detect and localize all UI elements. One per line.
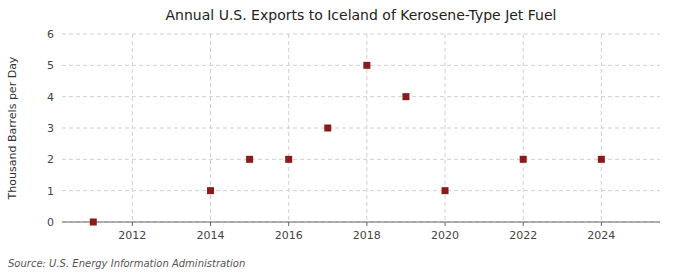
- x-tick-label: 2018: [353, 229, 381, 242]
- x-axis-line: [62, 222, 660, 223]
- point: [246, 156, 253, 163]
- grid-line-y: [62, 222, 660, 223]
- x-tick: [366, 222, 367, 226]
- point: [402, 93, 409, 100]
- x-tick-label: 2020: [431, 229, 459, 242]
- point: [363, 62, 370, 69]
- source: Source: U.S. Energy Information Administ…: [8, 258, 245, 269]
- grid-line-x: [288, 34, 289, 222]
- point: [442, 187, 449, 194]
- y-tick-label: 0: [47, 216, 54, 229]
- grid-line-x: [523, 34, 524, 222]
- x-tick: [601, 222, 602, 226]
- y-tick-label: 6: [47, 28, 54, 41]
- grid-line-y: [62, 96, 660, 97]
- chart: Annual U.S. Exports to Iceland of Kerose…: [0, 0, 675, 275]
- x-tick: [132, 222, 133, 226]
- x-tick: [523, 222, 524, 226]
- grid-line-y: [62, 159, 660, 160]
- y-tick-label: 5: [47, 59, 54, 72]
- y-axis-label: Thousand Barrels per Day: [6, 56, 19, 200]
- point: [207, 187, 214, 194]
- grid-line-y: [62, 190, 660, 191]
- x-tick-label: 2022: [509, 229, 537, 242]
- points: [90, 62, 605, 226]
- x-tick: [445, 222, 446, 226]
- x-tick: [210, 222, 211, 226]
- y-tick-label: 4: [47, 91, 54, 104]
- point: [598, 156, 605, 163]
- grid-line-y: [62, 128, 660, 129]
- x-tick: [288, 222, 289, 226]
- grid-line-x: [132, 34, 133, 222]
- x-tick-label: 2014: [197, 229, 225, 242]
- y-tick-label: 1: [47, 185, 54, 198]
- point: [520, 156, 527, 163]
- point: [324, 125, 331, 132]
- grid-line-y: [62, 34, 660, 35]
- point: [285, 156, 292, 163]
- title: Annual U.S. Exports to Iceland of Kerose…: [166, 7, 557, 23]
- grid-line-x: [601, 34, 602, 222]
- y-tick-label: 2: [47, 153, 54, 166]
- x-tick-label: 2012: [118, 229, 146, 242]
- y-tick-label: 3: [47, 122, 54, 135]
- x-tick-label: 2024: [587, 229, 615, 242]
- point: [90, 219, 97, 226]
- grid-line-y: [62, 65, 660, 66]
- x-tick-label: 2016: [275, 229, 303, 242]
- grid: [62, 34, 660, 222]
